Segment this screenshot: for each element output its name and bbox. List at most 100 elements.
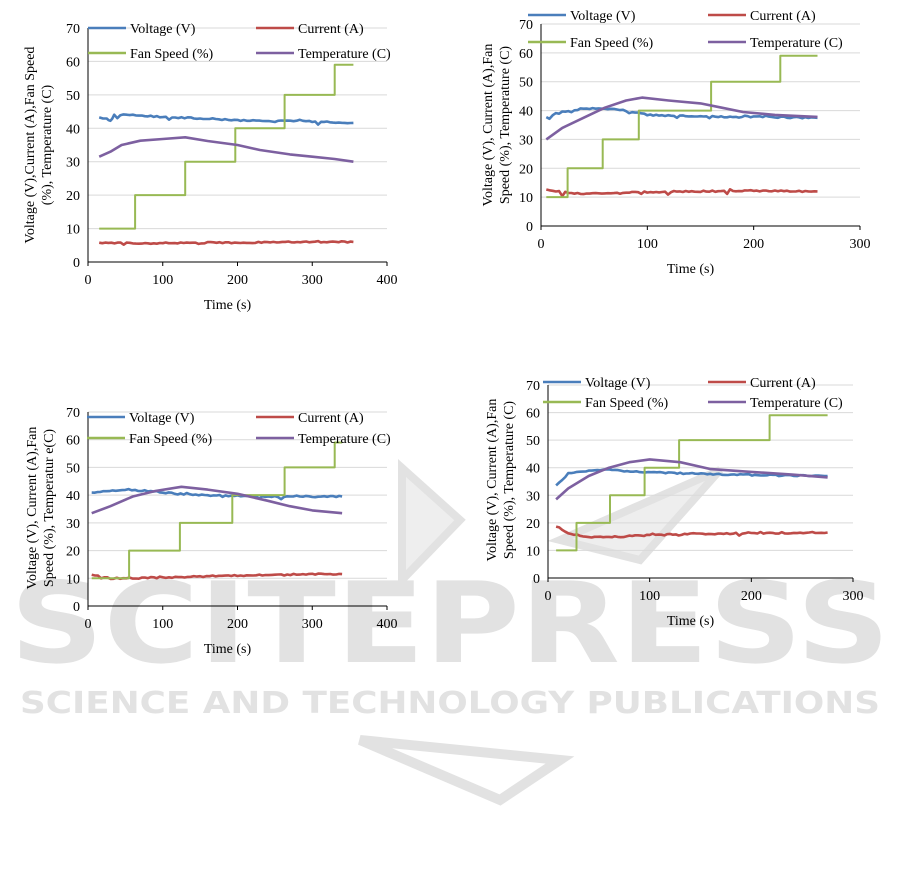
y-axis-label-line: Speed (%), Temperature (C)	[498, 46, 513, 204]
x-tick-label: 400	[377, 617, 398, 632]
legend-item: Voltage (V)	[88, 22, 196, 37]
legend-item: Fan Speed (%)	[88, 47, 214, 62]
x-tick-label: 300	[302, 273, 323, 288]
y-tick-label: 20	[519, 162, 533, 177]
legend-label: Fan Speed (%)	[130, 47, 214, 62]
series-line-fan	[556, 414, 828, 552]
y-tick-label: 0	[73, 600, 80, 615]
y-tick-label: 60	[66, 434, 80, 449]
x-tick-label: 100	[639, 589, 660, 604]
legend-item: Current (A)	[256, 22, 364, 37]
y-tick-label: 50	[519, 76, 533, 91]
legend-label: Fan Speed (%)	[585, 396, 669, 411]
y-tick-label: 70	[519, 18, 533, 33]
legend-label: Current (A)	[750, 376, 816, 391]
y-tick-label: 10	[66, 223, 80, 238]
legend-item: Temperature (C)	[256, 432, 391, 447]
y-tick-label: 10	[519, 191, 533, 206]
y-tick-label: 30	[66, 156, 80, 171]
legend-label: Temperature (C)	[750, 36, 843, 51]
legend-label: Temperature (C)	[298, 47, 391, 62]
y-tick-label: 50	[66, 461, 80, 476]
legend-item: Voltage (V)	[87, 411, 195, 426]
y-tick-label: 20	[66, 189, 80, 204]
x-tick-label: 300	[850, 237, 871, 252]
y-tick-label: 60	[526, 407, 540, 422]
legend-label: Temperature (C)	[750, 396, 843, 411]
series-line-voltage	[98, 113, 354, 126]
legend-label: Current (A)	[298, 411, 364, 426]
y-tick-label: 0	[73, 256, 80, 271]
y-tick-label: 0	[526, 220, 533, 235]
y-tick-label: 30	[66, 517, 80, 532]
legend-item: Temperature (C)	[708, 396, 843, 411]
x-tick-label: 200	[227, 617, 248, 632]
series-line-current	[555, 525, 828, 539]
x-axis-label: Time (s)	[204, 298, 252, 313]
legend-item: Voltage (V)	[528, 9, 636, 24]
x-tick-label: 400	[377, 273, 398, 288]
y-tick-label: 70	[66, 22, 80, 37]
y-tick-label: 40	[66, 489, 80, 504]
legend-label: Voltage (V)	[570, 9, 636, 24]
x-tick-label: 100	[637, 237, 658, 252]
legend-label: Fan Speed (%)	[129, 432, 213, 447]
y-tick-label: 30	[519, 133, 533, 148]
series-line-current	[545, 188, 818, 198]
y-axis-label-line: Speed (%), Temperature (C)	[502, 401, 517, 559]
legend-item: Fan Speed (%)	[543, 396, 669, 411]
series-line-fan	[99, 63, 354, 230]
y-axis-label-line: Voltage (V), Current (A),Fan	[485, 399, 500, 562]
series-line-temperature	[98, 136, 354, 163]
y-axis-label: Voltage (V), Current (A),Fan Speed (%), T…	[485, 399, 517, 562]
legend-label: Voltage (V)	[585, 376, 651, 391]
x-axis-label: Time (s)	[204, 642, 252, 657]
y-axis-label: Voltage (V), Current (A),Fan Speed (%), T…	[25, 427, 57, 590]
x-tick-label: 300	[843, 589, 864, 604]
y-axis-label: Voltage (V), Current (A),Fan Speed (%), T…	[481, 44, 513, 207]
y-axis-label-line: Voltage (V), Current (A),Fan	[481, 44, 496, 207]
legend-item: Temperature (C)	[256, 47, 391, 62]
x-axis-label: Time (s)	[667, 614, 715, 629]
x-tick-label: 200	[741, 589, 762, 604]
legend-item: Fan Speed (%)	[87, 432, 213, 447]
y-tick-label: 20	[66, 545, 80, 560]
series-line-current	[91, 572, 343, 581]
legend-item: Current (A)	[708, 9, 816, 24]
chart-panel-2: 0 10 20 30 40 50 60 70 0 100 200 300 Time (s) Voltage…	[481, 9, 871, 277]
y-tick-label: 50	[66, 89, 80, 104]
x-tick-label: 0	[85, 617, 92, 632]
y-tick-label: 40	[526, 462, 540, 477]
y-tick-label: 40	[519, 105, 533, 120]
series-line-voltage	[91, 487, 343, 501]
x-tick-label: 300	[302, 617, 323, 632]
series-line-temperature	[555, 458, 828, 501]
x-tick-label: 200	[227, 273, 248, 288]
y-tick-label: 0	[533, 572, 540, 587]
x-tick-label: 100	[152, 617, 173, 632]
legend-label: Current (A)	[298, 22, 364, 37]
y-axis-label-line: Voltage (V),Current (A),Fan Speed	[23, 47, 38, 244]
legend-item: Temperature (C)	[708, 36, 843, 51]
series-line-current	[98, 239, 354, 246]
y-tick-label: 20	[526, 517, 540, 532]
legend-item: Fan Speed (%)	[528, 36, 654, 51]
y-tick-label: 70	[526, 379, 540, 394]
legend-label: Temperature (C)	[298, 432, 391, 447]
legend-label: Voltage (V)	[129, 411, 195, 426]
x-tick-label: 0	[85, 273, 92, 288]
y-axis-label-line: Speed (%), Temperatur e(C)	[42, 429, 57, 587]
x-tick-label: 0	[545, 589, 552, 604]
series-line-temperature	[545, 96, 818, 141]
series-line-fan	[546, 54, 818, 199]
legend-item: Current (A)	[256, 411, 364, 426]
legend-label: Fan Speed (%)	[570, 36, 654, 51]
series-line-temperature	[91, 485, 343, 515]
y-tick-label: 10	[66, 572, 80, 587]
chart-panel-1: 0 10 20 30 40 50 60 70 0 100 200 300 400 Time (s) Volt…	[23, 22, 398, 313]
legend-label: Voltage (V)	[130, 22, 196, 37]
x-tick-label: 0	[538, 237, 545, 252]
chart-panel-4: 0 10 20 30 40 50 60 70 0 100 200 300 Time (s) Voltage…	[485, 376, 864, 629]
x-tick-label: 100	[152, 273, 173, 288]
